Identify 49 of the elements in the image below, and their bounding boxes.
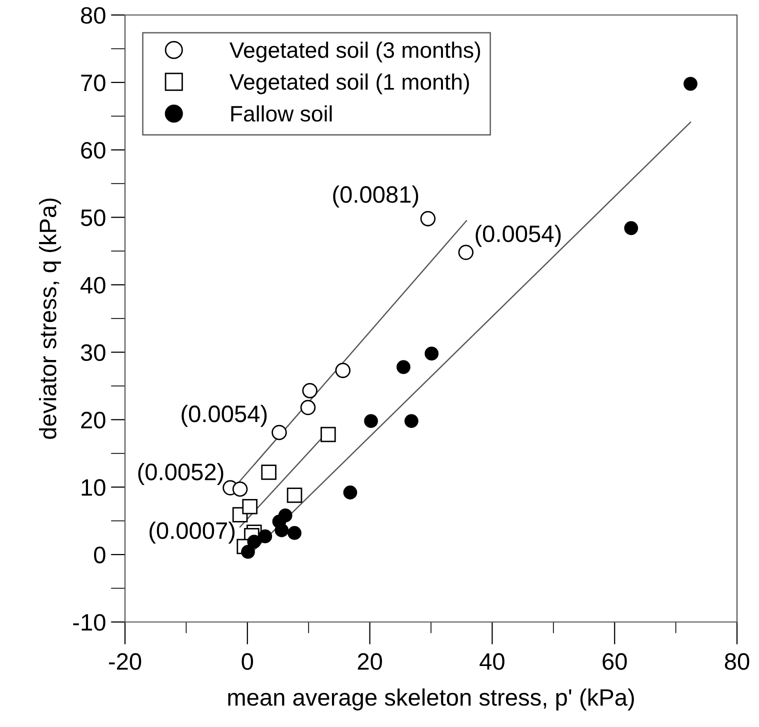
point xyxy=(286,488,302,503)
y-tick-label: -10 xyxy=(73,614,106,631)
point xyxy=(684,76,698,91)
point xyxy=(302,383,318,398)
point xyxy=(320,426,336,442)
y-axis-title: deviator stress, q (kPa) xyxy=(39,198,62,439)
legend-label: Vegetated soil (1 month) xyxy=(230,73,469,94)
point xyxy=(396,360,410,374)
point xyxy=(404,414,418,428)
legend-label: Fallow soil xyxy=(231,105,332,122)
legend-label: Vegetated soil (3 months) xyxy=(230,42,480,62)
y-tick-label: 10 xyxy=(82,479,106,496)
point xyxy=(288,526,302,540)
point xyxy=(258,529,272,544)
point xyxy=(364,414,378,428)
x-axis-title: mean average skeleton stress, p' (kPa) xyxy=(228,688,634,710)
y-tick-label: 60 xyxy=(81,142,106,159)
point xyxy=(278,508,292,522)
x-tick-label: 0 xyxy=(242,653,254,670)
point xyxy=(335,362,351,378)
y-tick-label: 40 xyxy=(80,276,106,294)
point xyxy=(343,486,358,500)
annotation: (0.0054) xyxy=(182,404,267,427)
point xyxy=(424,346,439,361)
y-tick-label: 30 xyxy=(80,344,106,362)
annotation: (0.0054) xyxy=(476,224,561,247)
annotation: (0.0007) xyxy=(150,522,235,544)
point xyxy=(420,211,436,226)
y-tick-label: 70 xyxy=(81,74,106,92)
x-tick-label: 20 xyxy=(358,653,382,670)
point xyxy=(272,424,287,440)
point xyxy=(300,400,316,416)
x-tick-label: 60 xyxy=(602,653,627,670)
x-tick-label: 80 xyxy=(724,653,750,670)
y-tick-label: 80 xyxy=(81,7,106,24)
point xyxy=(458,244,474,260)
y-tick-label: 20 xyxy=(81,412,106,428)
point xyxy=(247,534,262,549)
annotation: (0.0081) xyxy=(333,186,418,208)
x-tick-label: -20 xyxy=(108,653,142,670)
annotation: (0.0052) xyxy=(138,463,224,485)
point xyxy=(624,221,638,236)
point xyxy=(242,499,258,514)
y-tick-label: 0 xyxy=(94,546,106,564)
x-tick-label: 40 xyxy=(480,653,504,670)
point xyxy=(232,481,248,497)
point xyxy=(241,544,255,559)
y-tick-label: 50 xyxy=(80,209,106,226)
point xyxy=(261,464,276,480)
